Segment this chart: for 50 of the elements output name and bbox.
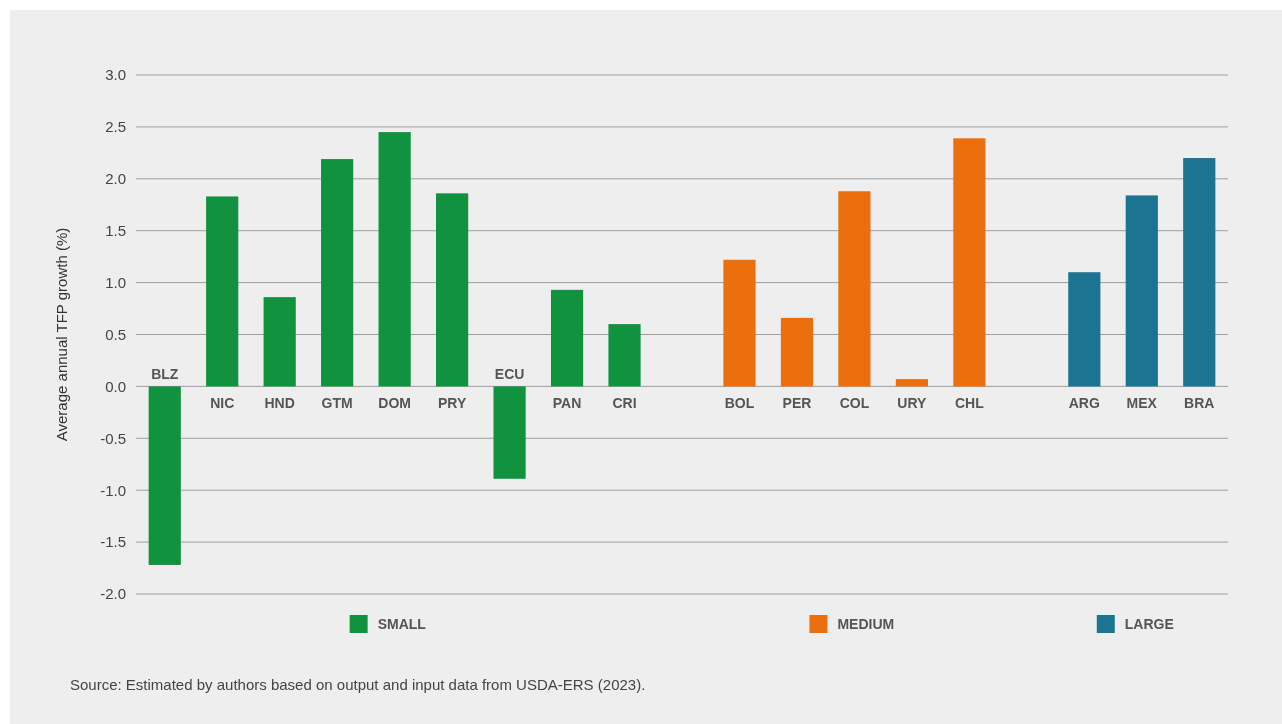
- y-tick-label: 1.0: [105, 273, 126, 291]
- y-tick-label: 2.0: [105, 170, 126, 188]
- x-tick-label: BLZ: [151, 366, 179, 383]
- bar: [436, 193, 469, 387]
- legend-label: LARGE: [1124, 616, 1174, 632]
- bar: [148, 386, 181, 565]
- legend-label: SMALL: [377, 616, 427, 632]
- bar: [838, 191, 871, 387]
- bar: [1183, 158, 1216, 387]
- x-tick-label: NIC: [210, 395, 235, 412]
- y-tick-label: -1.0: [100, 481, 126, 499]
- x-tick-label: DOM: [378, 395, 411, 412]
- bar: [780, 317, 814, 387]
- x-tick-label: PRY: [437, 395, 467, 412]
- bar: [608, 324, 641, 387]
- bar: [723, 259, 756, 387]
- x-tick-label: PER: [782, 395, 812, 412]
- x-tick-label: GTM: [321, 395, 353, 412]
- x-tick-label: HND: [264, 395, 295, 412]
- x-tick-label: ECU: [494, 366, 525, 383]
- legend-label: MEDIUM: [837, 616, 895, 632]
- x-tick-label: ARG: [1068, 395, 1100, 412]
- bar: [895, 379, 928, 387]
- y-tick-label: 0.0: [105, 377, 126, 395]
- y-tick-label: 0.5: [105, 325, 126, 343]
- bar: [1125, 195, 1158, 387]
- y-tick-label: 3.0: [105, 66, 126, 84]
- y-tick-label: 1.5: [105, 222, 126, 239]
- bar: [378, 132, 411, 387]
- x-tick-label: COL: [839, 395, 870, 412]
- source-note: Source: Estimated by authors based on output and input data from USDA-ERS (2023).: [70, 676, 646, 693]
- x-tick-label: URY: [897, 395, 928, 412]
- bar: [263, 297, 296, 387]
- x-tick-label: CRI: [612, 395, 637, 412]
- y-tick-label: 2.5: [105, 118, 126, 136]
- bar: [953, 138, 986, 387]
- y-tick-label: -1.5: [100, 533, 126, 551]
- x-tick-label: BRA: [1184, 395, 1215, 412]
- bar: [321, 159, 354, 387]
- x-tick-label: PAN: [552, 395, 582, 412]
- y-axis-title: Average annual TFP growth (%): [53, 227, 70, 442]
- bar: [493, 386, 526, 479]
- x-tick-label: BOL: [724, 395, 755, 412]
- y-tick-label: -0.5: [100, 429, 126, 447]
- bar: [550, 289, 584, 387]
- bar: [206, 196, 239, 387]
- x-tick-label: MEX: [1126, 395, 1158, 412]
- y-tick-label: -2.0: [100, 585, 126, 603]
- x-tick-label: CHL: [954, 395, 985, 412]
- bar: [1068, 272, 1101, 387]
